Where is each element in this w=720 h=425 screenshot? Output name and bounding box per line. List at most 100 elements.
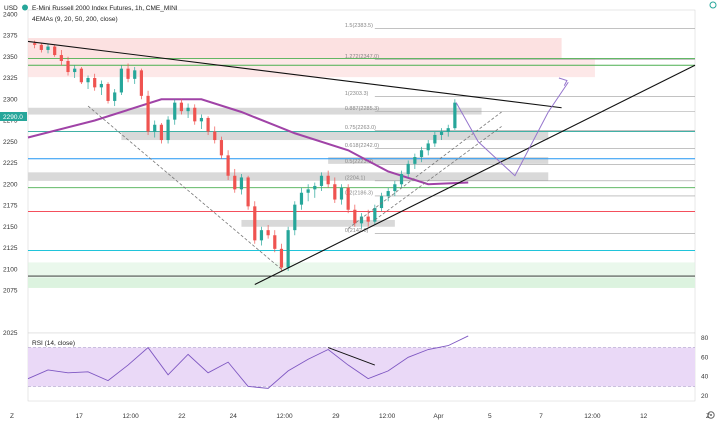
last-price-badge [0, 112, 27, 121]
fib-label: 0.2(2186.3) [345, 190, 373, 196]
time-tick-label: 5 [488, 413, 492, 420]
candle-body [139, 70, 143, 96]
candle-body [253, 206, 257, 241]
time-tick-label: 12:00 [122, 413, 139, 420]
rsi-tick-label: 40 [701, 374, 709, 381]
candle-body [379, 196, 384, 209]
time-tick-label: Apr [433, 413, 444, 420]
rsi-band [28, 347, 695, 387]
candle-body [179, 102, 184, 112]
ema200-line [27, 98, 469, 186]
time-tick-label: 17 [76, 413, 84, 420]
rsi-tick-label: 80 [701, 335, 709, 342]
time-tick-label: 29 [332, 413, 340, 420]
rsi-axis[interactable]: 80 60 40 20 [701, 335, 709, 400]
candle-body [386, 191, 390, 197]
candle-body [333, 184, 337, 200]
time-axis[interactable]: Z 17 12:00 22 24 12:00 29 12:00 Apr 5 7 12:00 12 Z [10, 413, 710, 420]
candle-body [259, 230, 264, 241]
candle-body [53, 46, 57, 56]
candle-body [439, 131, 444, 135]
grey-zone [28, 172, 549, 181]
projection-arrowhead [558, 77, 568, 86]
candle-body [79, 68, 83, 83]
candle-body [86, 78, 90, 83]
candle-body [239, 177, 244, 190]
dashed-channel-line [87, 105, 282, 270]
candle-body [399, 174, 404, 185]
candle-body [206, 117, 210, 132]
price-tick-label: 2150 [3, 224, 18, 231]
candle-body [446, 128, 450, 132]
candle-body [406, 163, 410, 175]
candle-body [113, 92, 117, 101]
candle-body [299, 192, 304, 205]
dashed-channel-line [347, 111, 502, 229]
price-tick-label: 2400 [3, 11, 18, 18]
candle-body [219, 140, 224, 156]
rsi-label[interactable]: RSI (14, close) [32, 340, 75, 347]
candle-body [413, 157, 417, 164]
support-zone [28, 262, 695, 278]
candle-body [146, 95, 150, 132]
price-tick-label: 2025 [3, 330, 18, 337]
grey-zone [121, 131, 549, 141]
rsi-tick-label: 60 [701, 354, 709, 361]
zones-layer [28, 38, 695, 288]
candle-body [186, 107, 190, 112]
time-tick-label: 12:00 [379, 413, 396, 420]
candle-body [173, 102, 177, 120]
drawings-layer [27, 40, 696, 286]
candle-body [359, 216, 364, 224]
fib-label: 0(2142.0) [345, 228, 369, 234]
price-tick-label: 2225 [3, 160, 18, 167]
fib-label: 0.618(2242.0) [345, 143, 379, 149]
price-tick-label: 2375 [3, 33, 18, 40]
candle-body [99, 83, 103, 88]
candle-body [273, 235, 277, 249]
candle-body [319, 175, 324, 186]
time-tick-label: 12:00 [584, 413, 601, 420]
candle-body [33, 43, 37, 45]
price-tick-label: 2350 [3, 54, 18, 61]
candle-body [133, 70, 137, 79]
fib-label: 1(2303.3) [345, 91, 369, 97]
candle-body [393, 184, 397, 192]
chart-title: E-Mini Russell 2000 Index Futures, 1h, C… [32, 5, 178, 12]
price-axis[interactable]: 2400237523502325230022752250222522002175… [3, 11, 18, 337]
rsi-tick-label: 20 [701, 393, 709, 400]
price-tick-label: 2250 [3, 139, 18, 146]
candle-body [193, 107, 197, 122]
candle-body [366, 216, 370, 222]
support-zone [28, 277, 695, 288]
fib-label: (2204.1) [345, 175, 366, 181]
price-tick-label: 2175 [3, 203, 18, 210]
price-tick-label: 2100 [3, 266, 18, 273]
candle-body [286, 230, 290, 268]
time-tick-label: Z [10, 413, 14, 420]
last-price-text: 2290.0 [3, 114, 23, 121]
candle-body [59, 55, 63, 61]
candle-body [313, 185, 317, 190]
gear-icon[interactable] [707, 411, 715, 419]
price-tick-label: 2125 [3, 245, 18, 252]
candle-body [453, 102, 457, 129]
candle-body [433, 134, 437, 144]
candle-body [326, 175, 330, 185]
downtrend-line [27, 40, 562, 109]
fib-label: 1.272(2347.0) [345, 54, 379, 60]
candle-body [126, 68, 130, 79]
candle-body [199, 117, 204, 122]
time-tick-label: 12:00 [276, 413, 293, 420]
candle-body [213, 131, 217, 141]
horizontal-lines-layer [28, 58, 695, 277]
resistance-zone [28, 58, 595, 78]
candle-body [73, 68, 77, 73]
fib-label: 1.5(2383.5) [345, 23, 373, 29]
settings-gear-icon[interactable] [709, 1, 717, 9]
rsi-line [27, 335, 469, 389]
candle-body [93, 78, 97, 88]
candle-body [353, 209, 357, 224]
indicator-label[interactable]: 4EMAs (9, 20, 50, 200, close) [32, 16, 118, 23]
